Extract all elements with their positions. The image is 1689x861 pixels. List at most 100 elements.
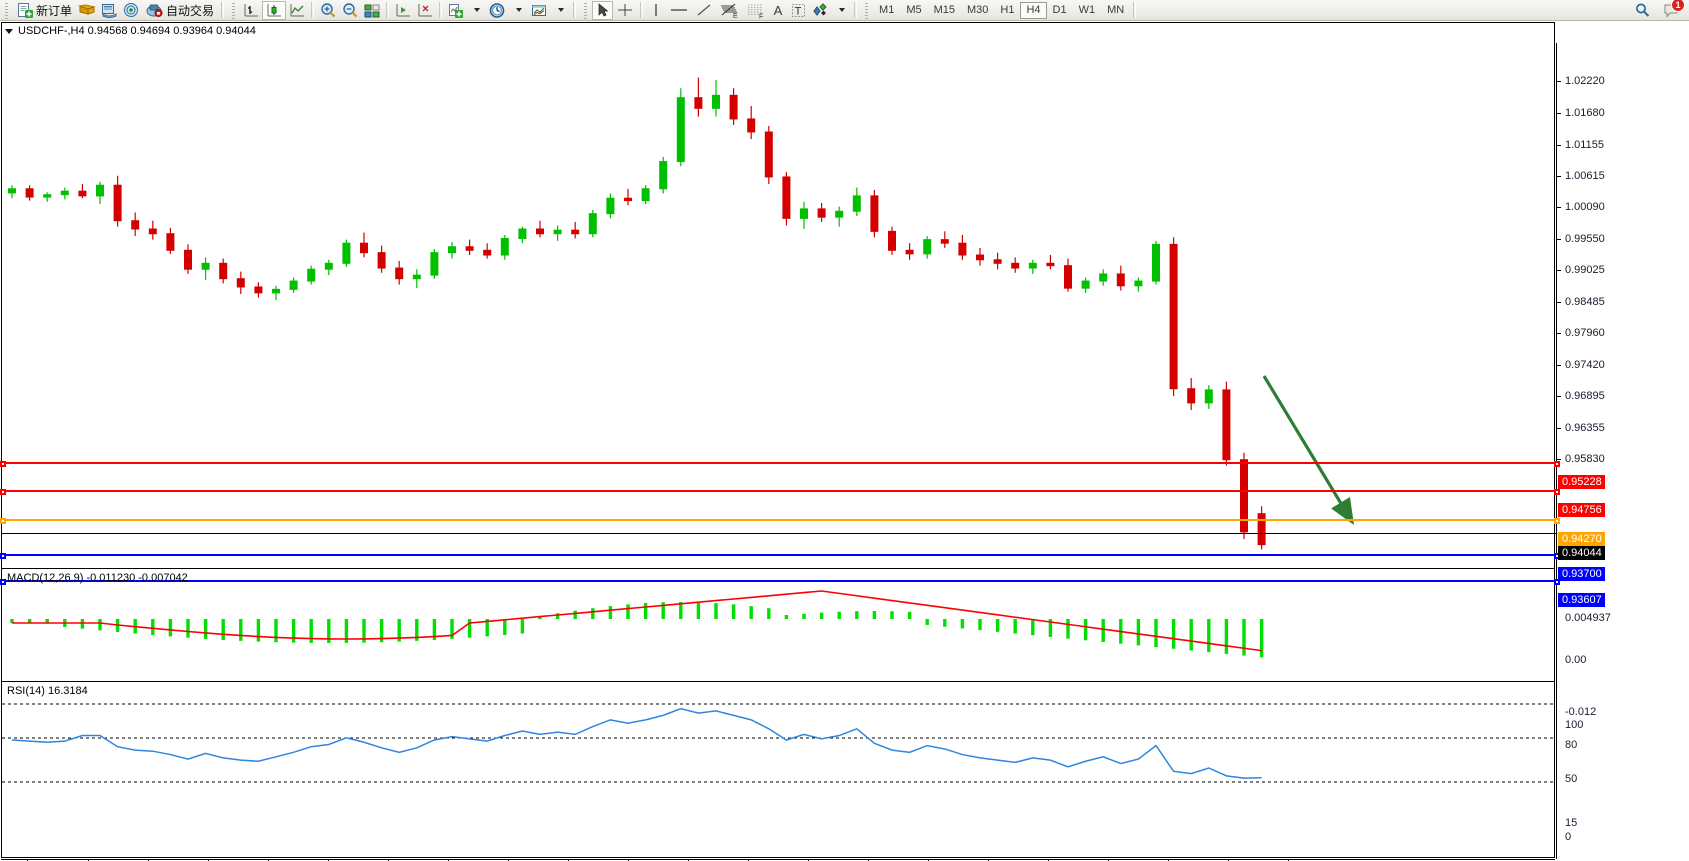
price-tick-label: 0.97960 [1565,327,1605,339]
timeframe-label: M5 [906,4,922,16]
line-chart-button[interactable] [286,1,308,20]
price-tick-label: 1.01680 [1565,107,1605,119]
zoom-out-button[interactable] [339,1,361,20]
text-box-button[interactable]: T [788,1,809,20]
price-level-badge-resistance[interactable]: 0.94756 [1558,503,1605,517]
candle-body [377,252,386,269]
rsi-tick-label: 80 [1565,739,1578,751]
price-tick [1557,365,1561,366]
macd-panel[interactable]: MACD(12,26,9) -0.011230 -0.007042 [2,568,1554,680]
candle-body [676,97,685,163]
data-window-button[interactable] [98,1,120,20]
signals-button[interactable] [120,1,142,20]
price-level-badge-support[interactable]: 0.93700 [1558,567,1605,581]
rsi-panel[interactable]: RSI(14) 16.3184 [2,681,1556,801]
toolbar-separator-8 [1133,2,1137,18]
timeframe-button-m30[interactable]: M30 [961,2,994,19]
fib-f-icon: F [748,4,763,19]
indicators-dropdown[interactable] [466,1,486,20]
price-level-badge-resistance[interactable]: 0.95228 [1558,475,1605,489]
symbol-ohlc-text: USDCHF-,H4 0.94568 0.94694 0.93964 0.940… [18,25,256,37]
timeframe-button-mn[interactable]: MN [1101,2,1130,19]
candle-body [817,208,826,218]
candle-body [254,286,263,294]
timeframe-button-m15[interactable]: M15 [928,2,961,19]
zoom-in-button[interactable] [317,1,339,20]
price-tick [1557,333,1561,334]
text-label-button[interactable]: A [768,1,788,20]
axis-corner [1556,859,1688,861]
candle-body [747,118,756,133]
timeframe-grip[interactable] [863,1,871,19]
price-level-badge-entry[interactable]: 0.94270 [1558,532,1605,546]
trendline-button[interactable] [692,1,716,20]
search-button[interactable] [1632,1,1653,20]
price-scale[interactable]: 1.02220 1.01680 1.01155 1.00615 1.00090 0.995… [1556,43,1688,861]
period-dropdown[interactable] [508,1,528,20]
price-tick [1557,145,1561,146]
timeframe-button-d1[interactable]: D1 [1047,2,1073,19]
horizontal-line-button[interactable] [666,1,692,20]
price-tick-label: 1.01155 [1565,139,1604,151]
candle-body [976,254,984,261]
candle-body [729,94,738,120]
auto-trading-label: 自动交易 [166,3,215,18]
text-box-icon: T [792,3,806,17]
price-tick [1557,81,1561,82]
auto-scroll-button[interactable] [392,1,414,20]
vertical-line-button[interactable] [646,1,666,20]
macd-tick-label: -0.012 [1565,706,1597,718]
timeframe-button-w1[interactable]: W1 [1073,2,1102,19]
order-toolbar-group: 新订单 [13,0,218,21]
chat-button[interactable]: 1 [1661,0,1685,20]
candle-body [905,249,914,255]
objects-button[interactable] [809,1,831,20]
indicators-button[interactable] [445,1,466,20]
templates-dropdown[interactable] [550,1,570,20]
candle-body [483,249,492,256]
chart-type-grip[interactable] [230,1,238,19]
chart-symbol-header[interactable]: USDCHF-,H4 0.94568 0.94694 0.93964 0.940… [5,25,256,37]
timeframe-button-m5[interactable]: M5 [900,2,927,19]
candle-body [148,228,157,235]
fibonacci-button[interactable]: E [716,1,742,20]
auto-trading-button[interactable]: 自动交易 [142,1,218,20]
chart-type-group [240,0,308,21]
chevron-down-icon[interactable] [5,28,13,34]
timeframe-button-h1[interactable]: H1 [994,2,1020,19]
chart-shift-button[interactable] [414,1,436,20]
timeframe-button-m1[interactable]: M1 [873,2,900,19]
timeframe-button-h4[interactable]: H4 [1020,1,1047,19]
objects-dropdown[interactable] [831,1,851,20]
bar-chart-button[interactable] [240,1,262,20]
trend-arrow-shaft [1262,375,1342,504]
drawing-grip[interactable] [582,1,590,19]
price-panel[interactable] [2,23,1554,567]
tile-windows-button[interactable] [361,1,383,20]
fib-f-button[interactable]: F [742,1,768,20]
price-level-badge-support[interactable]: 0.93607 [1558,593,1605,607]
candle-body [184,249,192,270]
period-icon [489,2,505,18]
candle-body [1134,280,1143,287]
indicators-icon [449,3,464,18]
macd-tick-label: 0.00 [1565,654,1587,666]
templates-button[interactable] [528,1,550,20]
toolbar-grip[interactable] [3,1,10,19]
folder-button[interactable] [76,1,98,20]
candle-body [852,195,861,212]
zoom-out-icon [343,2,358,17]
period-button[interactable] [486,1,508,20]
crosshair-button[interactable] [613,1,637,20]
candlestick-button[interactable] [262,0,287,20]
svg-text:F: F [759,13,763,19]
cursor-button[interactable] [592,0,614,20]
candle-body [307,268,316,282]
new-order-button[interactable]: 新订单 [13,1,76,20]
chart-window[interactable]: MACD(12,26,9) -0.011230 -0.007042 RSI(14… [0,21,1689,861]
candle-body [764,131,773,178]
price-level-badge-last-price[interactable]: 0.94044 [1558,546,1605,560]
candle-body [1152,243,1160,282]
candle-body [888,230,896,251]
toolbar-separator-4 [439,2,443,18]
